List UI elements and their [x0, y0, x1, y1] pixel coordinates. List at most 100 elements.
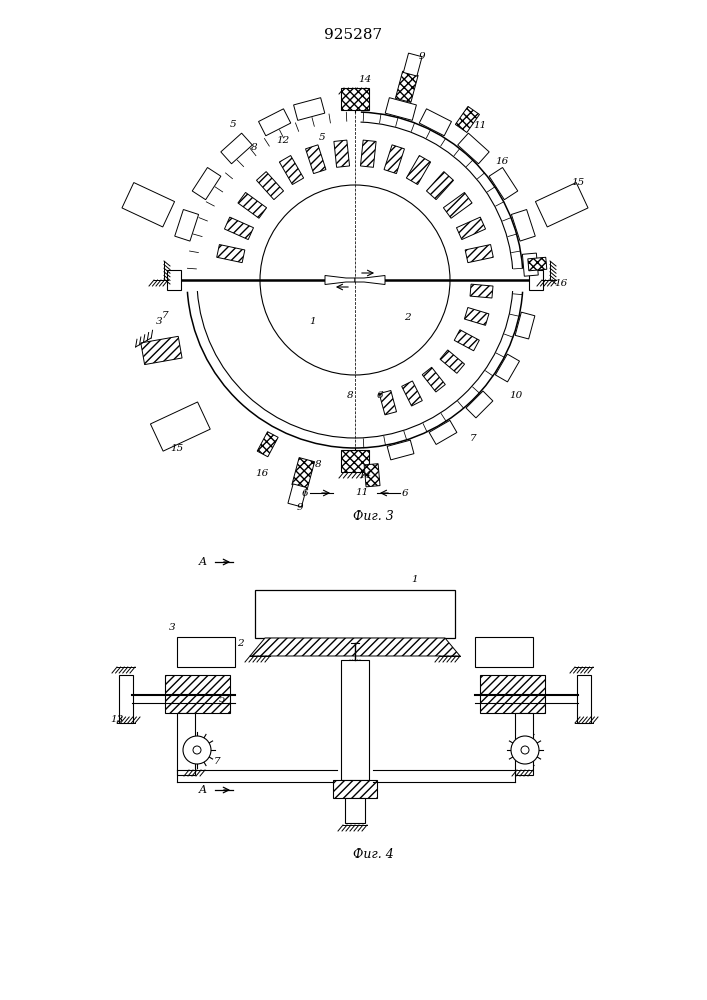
- Polygon shape: [192, 168, 221, 200]
- Polygon shape: [387, 440, 414, 460]
- Text: 9: 9: [419, 52, 425, 61]
- Polygon shape: [279, 156, 303, 185]
- Text: 7: 7: [469, 434, 476, 443]
- Text: A: A: [199, 785, 207, 795]
- Text: 2: 2: [404, 314, 410, 322]
- Text: 6: 6: [302, 488, 308, 497]
- Polygon shape: [528, 257, 547, 271]
- Text: Фиг. 4: Фиг. 4: [353, 848, 393, 861]
- Bar: [177, 637, 235, 667]
- Bar: [165, 675, 230, 713]
- Bar: [341, 450, 369, 472]
- Text: 7: 7: [162, 311, 168, 320]
- Polygon shape: [175, 210, 199, 241]
- Polygon shape: [466, 391, 493, 418]
- Bar: [345, 798, 365, 823]
- Polygon shape: [325, 275, 355, 284]
- Polygon shape: [455, 106, 479, 132]
- Text: 7: 7: [214, 758, 221, 766]
- Text: 5: 5: [230, 120, 236, 129]
- Polygon shape: [511, 210, 535, 241]
- Bar: [480, 675, 545, 713]
- Text: 9: 9: [297, 503, 303, 512]
- Circle shape: [521, 746, 529, 754]
- Text: 8: 8: [315, 460, 322, 469]
- Polygon shape: [465, 245, 493, 263]
- Text: Фиг. 3: Фиг. 3: [353, 510, 393, 522]
- Polygon shape: [221, 133, 252, 164]
- Polygon shape: [464, 308, 489, 325]
- Text: 1: 1: [411, 576, 419, 584]
- Text: 16: 16: [496, 157, 509, 166]
- Text: 8: 8: [346, 391, 354, 400]
- Text: 13: 13: [110, 716, 124, 724]
- Polygon shape: [361, 140, 376, 167]
- Polygon shape: [259, 109, 291, 136]
- Polygon shape: [305, 145, 326, 174]
- Text: 6: 6: [377, 391, 383, 400]
- Polygon shape: [455, 330, 479, 351]
- Polygon shape: [292, 458, 315, 489]
- Text: 1: 1: [310, 318, 316, 326]
- Text: 14: 14: [358, 76, 372, 85]
- Text: 2: 2: [237, 639, 243, 648]
- Polygon shape: [238, 192, 267, 218]
- Polygon shape: [402, 381, 422, 406]
- Text: 6: 6: [402, 488, 409, 497]
- Polygon shape: [257, 432, 278, 457]
- Polygon shape: [334, 140, 349, 167]
- Text: 8: 8: [251, 143, 257, 152]
- Bar: [341, 88, 369, 110]
- Polygon shape: [141, 336, 182, 365]
- Polygon shape: [422, 367, 445, 392]
- Polygon shape: [250, 638, 460, 656]
- Polygon shape: [496, 354, 520, 382]
- Text: 14: 14: [358, 472, 372, 481]
- Polygon shape: [535, 183, 588, 227]
- Text: 16: 16: [554, 278, 568, 288]
- Polygon shape: [288, 484, 307, 507]
- Bar: [475, 637, 533, 667]
- Polygon shape: [457, 217, 486, 240]
- Bar: [167, 270, 181, 290]
- Circle shape: [511, 736, 539, 764]
- Bar: [255, 590, 455, 638]
- Polygon shape: [122, 183, 175, 227]
- Polygon shape: [429, 420, 457, 444]
- Polygon shape: [426, 172, 453, 200]
- Text: 5: 5: [218, 696, 226, 704]
- Bar: [333, 780, 377, 798]
- Text: 11: 11: [356, 488, 369, 497]
- Polygon shape: [419, 109, 452, 136]
- Polygon shape: [355, 275, 385, 284]
- Polygon shape: [384, 145, 404, 174]
- Text: 925287: 925287: [325, 28, 382, 42]
- Polygon shape: [217, 245, 245, 263]
- Polygon shape: [257, 172, 284, 200]
- Polygon shape: [404, 53, 422, 76]
- Polygon shape: [364, 464, 380, 487]
- Text: 3: 3: [169, 622, 175, 632]
- Polygon shape: [224, 217, 254, 240]
- Circle shape: [193, 746, 201, 754]
- Polygon shape: [407, 156, 431, 185]
- Text: 11: 11: [474, 121, 487, 130]
- Polygon shape: [443, 192, 472, 218]
- Bar: [119, 675, 133, 723]
- Text: 15: 15: [170, 444, 183, 453]
- Polygon shape: [489, 168, 518, 200]
- Polygon shape: [293, 98, 325, 120]
- Polygon shape: [395, 71, 418, 102]
- Polygon shape: [515, 312, 535, 339]
- Text: 5: 5: [319, 133, 326, 142]
- Polygon shape: [470, 284, 493, 298]
- Polygon shape: [379, 390, 397, 415]
- Text: 16: 16: [255, 469, 268, 478]
- Text: 15: 15: [571, 178, 584, 187]
- Polygon shape: [522, 253, 538, 276]
- Circle shape: [183, 736, 211, 764]
- Text: 3: 3: [156, 317, 163, 326]
- Bar: [177, 713, 195, 775]
- Bar: [341, 660, 369, 780]
- Text: 12: 12: [276, 136, 290, 145]
